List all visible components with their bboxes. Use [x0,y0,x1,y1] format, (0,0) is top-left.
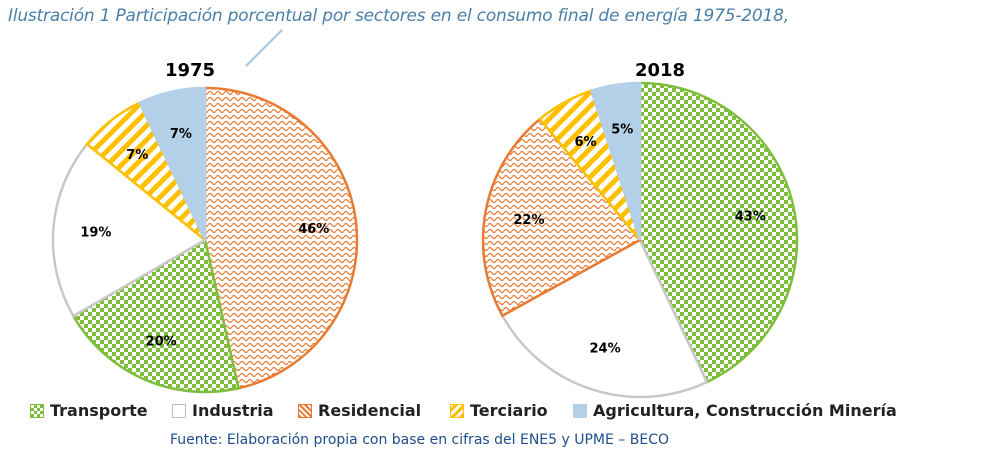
slice-transporte [638,81,799,384]
data-label-agricultura: 5% [611,122,633,137]
legend-item-transporte: Transporte [30,401,148,420]
slice-industria [51,142,208,318]
year-label-2018: 2018 [635,60,685,81]
legend-swatch-transporte [30,403,44,418]
slice-transporte [71,238,240,394]
data-label-transporte: 43% [735,209,766,224]
slice-residencial [481,117,642,318]
data-label-agricultura: 7% [170,127,192,142]
pie-2018: 43% 24% 22% 6% 5% [481,81,799,399]
slice-agricultura [138,86,207,241]
pie-1975: 46% 20% 19% 7% 7% [51,86,359,394]
figure-title: Ilustración 1 Participación porcentual p… [8,6,789,26]
legend-item-agricultura: Agricultura, Construcción Minería [573,401,897,420]
legend-label-transporte: Transporte [50,401,148,420]
legend-item-terciario: Terciario [450,401,548,420]
data-label-residencial: 22% [513,213,544,228]
legend-label-residencial: Residencial [318,401,422,420]
source-note: Fuente: Elaboración propia con base en c… [170,432,669,448]
slice-residencial [203,86,359,390]
legend-label-industria: Industria [192,401,274,420]
data-label-transporte: 20% [146,334,177,349]
legend-swatch-residencial [298,403,312,418]
data-label-industria: 19% [80,225,111,240]
legend-swatch-industria [172,403,186,418]
legend-item-residencial: Residencial [298,401,421,420]
legend-swatch-terciario [450,403,464,418]
legend-swatch-agricultura [573,403,587,418]
legend-item-industria: Industria [172,401,274,420]
data-label-industria: 24% [590,342,621,357]
legend-label-agricultura: Agricultura, Construcción Minería [593,401,897,420]
legend: Transporte Industria Residencial Terciar… [30,401,980,423]
legend-label-terciario: Terciario [470,401,548,420]
data-label-terciario: 6% [575,135,597,150]
stray-line [245,29,283,67]
slice-agricultura [589,81,642,241]
year-label-1975: 1975 [165,60,215,81]
data-label-residencial: 46% [298,222,329,237]
data-label-terciario: 7% [126,148,148,163]
slice-industria [500,238,709,399]
